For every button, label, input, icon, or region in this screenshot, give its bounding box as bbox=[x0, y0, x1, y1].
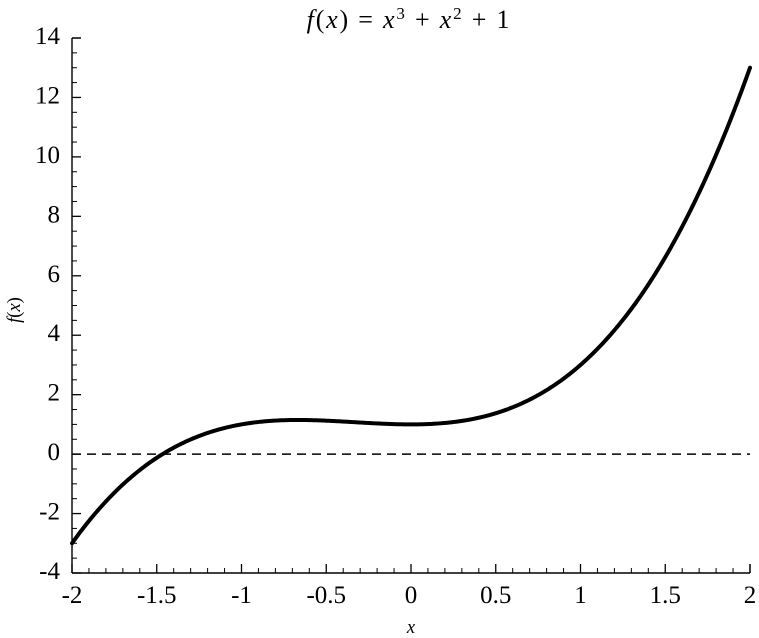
svg-text:x: x bbox=[406, 618, 416, 638]
svg-text:f(x): f(x) bbox=[5, 297, 25, 323]
svg-text:-2: -2 bbox=[39, 499, 60, 526]
svg-text:0: 0 bbox=[48, 439, 61, 466]
svg-text:2: 2 bbox=[744, 582, 757, 609]
svg-text:12: 12 bbox=[35, 82, 60, 109]
svg-text:-1: -1 bbox=[231, 582, 252, 609]
svg-text:14: 14 bbox=[35, 23, 61, 50]
svg-text:0.5: 0.5 bbox=[480, 582, 511, 609]
svg-text:10: 10 bbox=[35, 142, 60, 169]
svg-text:8: 8 bbox=[48, 201, 61, 228]
svg-text:-0.5: -0.5 bbox=[306, 582, 346, 609]
svg-text:0: 0 bbox=[405, 582, 418, 609]
svg-text:f(x) = x3 + x2 + 1: f(x) = x3 + x2 + 1 bbox=[307, 4, 512, 35]
svg-text:6: 6 bbox=[48, 261, 61, 288]
svg-text:4: 4 bbox=[48, 320, 61, 347]
svg-text:2: 2 bbox=[48, 380, 61, 407]
svg-text:-4: -4 bbox=[39, 558, 60, 585]
svg-text:1.5: 1.5 bbox=[650, 582, 681, 609]
svg-text:-1.5: -1.5 bbox=[137, 582, 177, 609]
svg-text:1: 1 bbox=[574, 582, 587, 609]
svg-text:-2: -2 bbox=[62, 582, 83, 609]
